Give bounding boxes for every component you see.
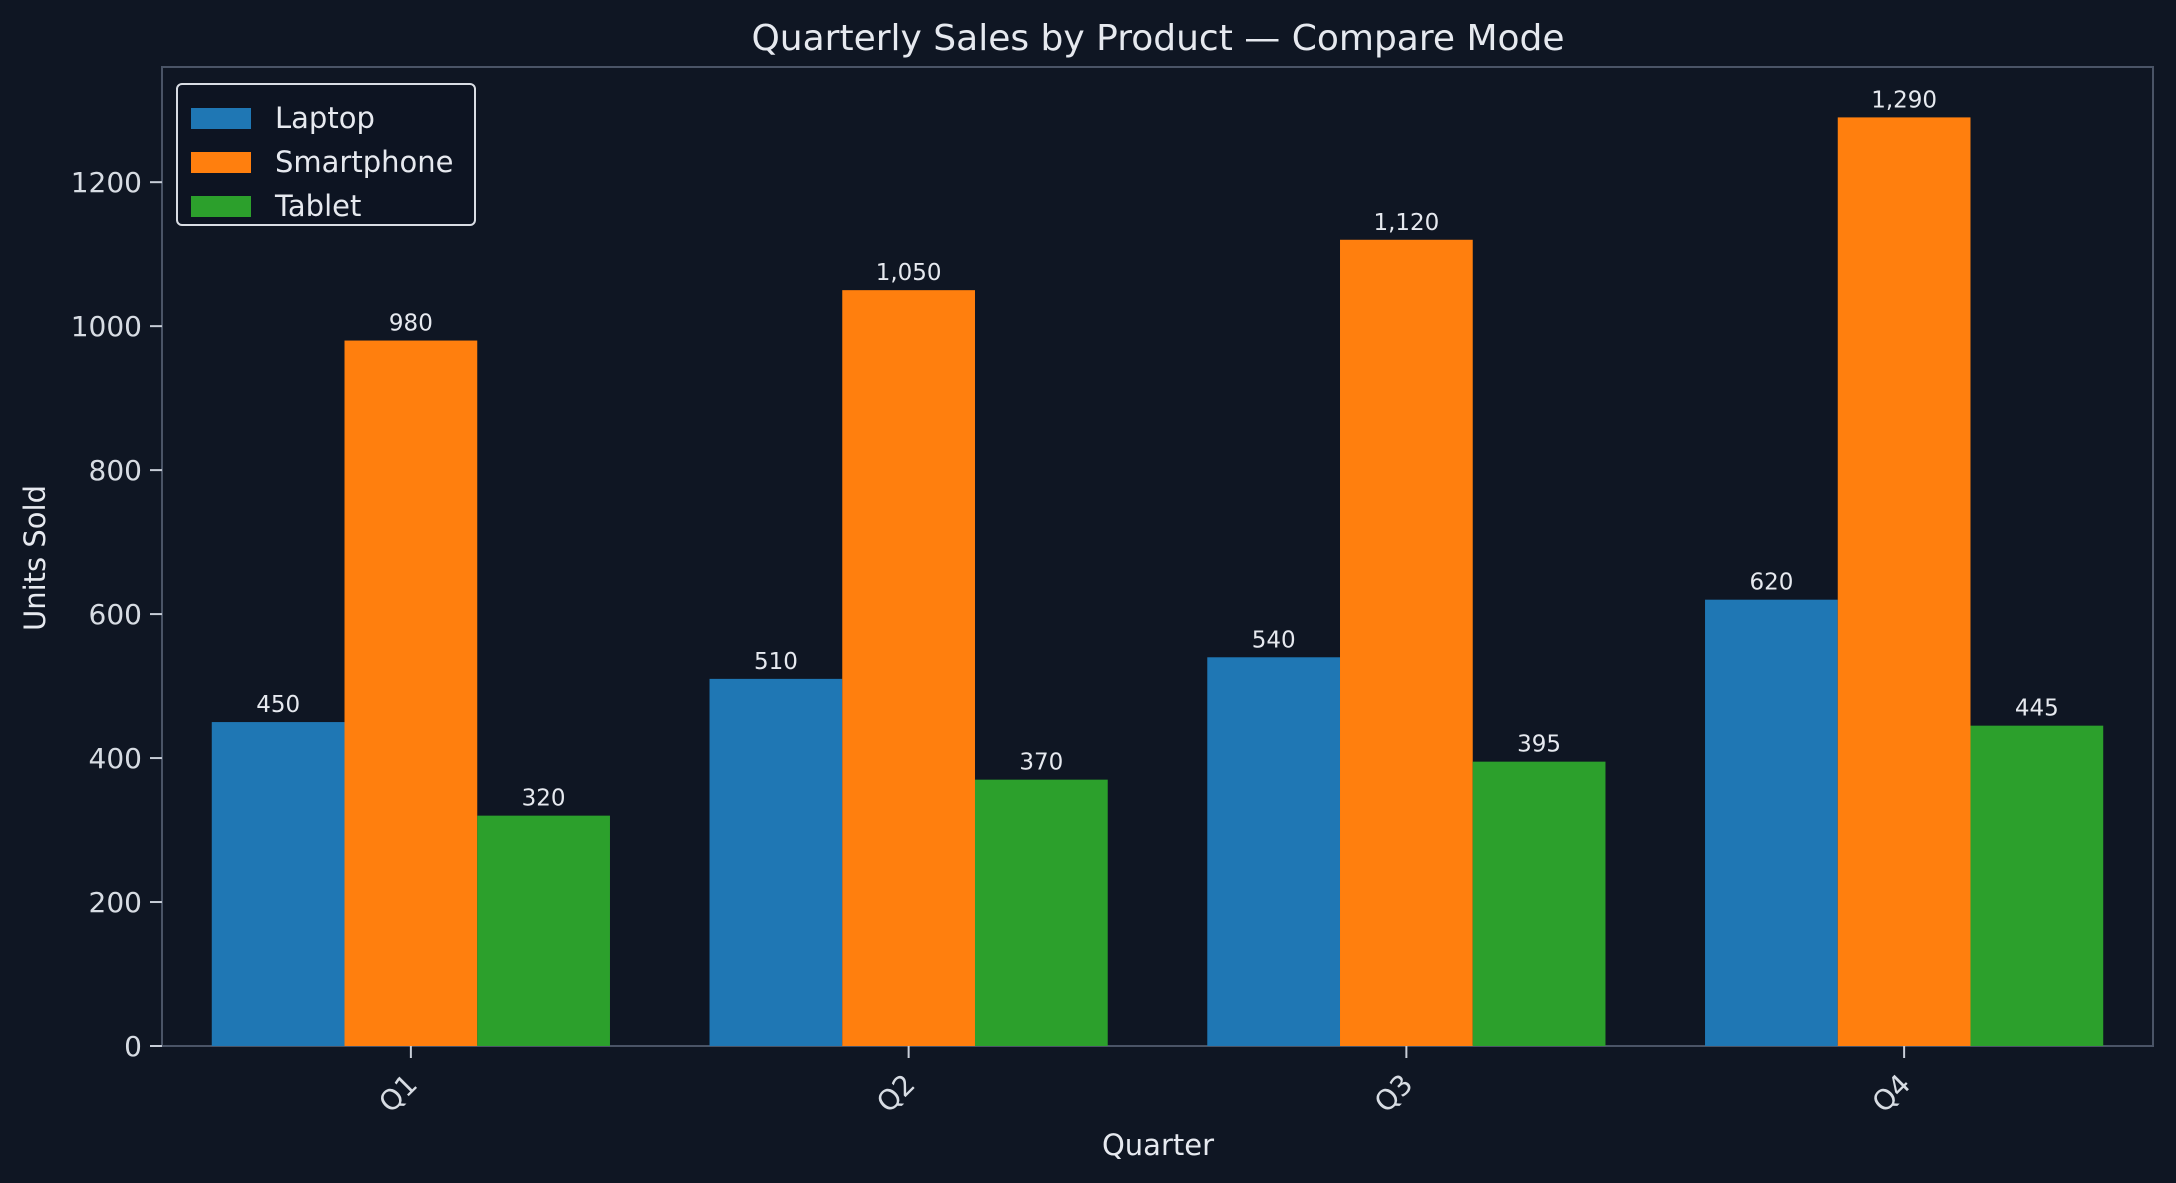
data-label-laptop-q3: 540 [1252, 627, 1296, 653]
data-label-smartphone-q2: 1,050 [876, 260, 942, 286]
data-label-laptop-q1: 450 [256, 692, 300, 718]
legend: Laptop Smartphone Tablet [176, 83, 476, 226]
legend-swatch-tablet [191, 196, 251, 217]
bar-laptop-q3 [1207, 657, 1341, 1046]
data-label-tablet-q2: 370 [1019, 750, 1063, 776]
y-tick-label: 1200 [71, 166, 142, 199]
chart-title: Quarterly Sales by Product — Compare Mod… [751, 18, 1564, 59]
bars [211, 117, 2104, 1046]
x-axis: Q1 Q2 Q3 Q4 [372, 1046, 1917, 1119]
legend-swatch-smartphone [191, 152, 251, 173]
plot-area-frame [161, 66, 2154, 1047]
legend-swatch-laptop [191, 108, 251, 129]
legend-box [176, 83, 476, 226]
y-tick-label: 0 [124, 1030, 142, 1063]
x-axis-label: Quarter [1102, 1128, 1214, 1162]
y-tick-label: 1000 [71, 310, 142, 343]
x-tick-label: Q3 [1368, 1068, 1420, 1120]
data-label-laptop-q4: 620 [1749, 570, 1793, 596]
plot-frame [161, 66, 2154, 1047]
bar-laptop-q1 [211, 722, 345, 1046]
x-tick-label: Q4 [1866, 1068, 1918, 1120]
legend-label-tablet: Tablet [274, 189, 361, 223]
bar-tablet-q1 [477, 815, 610, 1046]
y-tick-label: 600 [89, 598, 142, 631]
bar-tablet-q3 [1472, 761, 1606, 1046]
y-tick-label: 800 [89, 454, 142, 487]
bar-smartphone-q1 [344, 340, 478, 1046]
data-label-tablet-q1: 320 [522, 786, 566, 812]
data-label-smartphone-q3: 1,120 [1373, 210, 1439, 236]
data-label-tablet-q3: 395 [1517, 732, 1561, 758]
bar-tablet-q2 [974, 779, 1108, 1046]
x-tick-label: Q2 [870, 1068, 922, 1120]
bar-laptop-q2 [709, 678, 843, 1046]
data-label-laptop-q2: 510 [754, 649, 798, 675]
y-tick-label: 400 [89, 742, 142, 775]
data-label-smartphone-q1: 980 [389, 311, 433, 337]
data-label-tablet-q4: 445 [2015, 696, 2059, 722]
bar-smartphone-q3 [1340, 239, 1473, 1046]
legend-label-smartphone: Smartphone [275, 145, 453, 179]
bar-laptop-q4 [1705, 599, 1838, 1046]
bar-tablet-q4 [1970, 725, 2104, 1046]
bar-smartphone-q2 [842, 290, 975, 1046]
legend-label-laptop: Laptop [275, 101, 375, 135]
y-tick-label: 200 [89, 886, 142, 919]
data-label-smartphone-q4: 1,290 [1871, 87, 1937, 113]
y-axis-label: Units Sold [18, 485, 52, 631]
bar-smartphone-q4 [1837, 117, 1971, 1046]
data-labels: 450 980 320 510 1,050 370 540 1,120 395 620 1,290 4… [256, 87, 2059, 811]
y-axis: 0 200 400 600 800 1000 1200 [71, 166, 162, 1063]
x-tick-label: Q1 [372, 1068, 424, 1120]
